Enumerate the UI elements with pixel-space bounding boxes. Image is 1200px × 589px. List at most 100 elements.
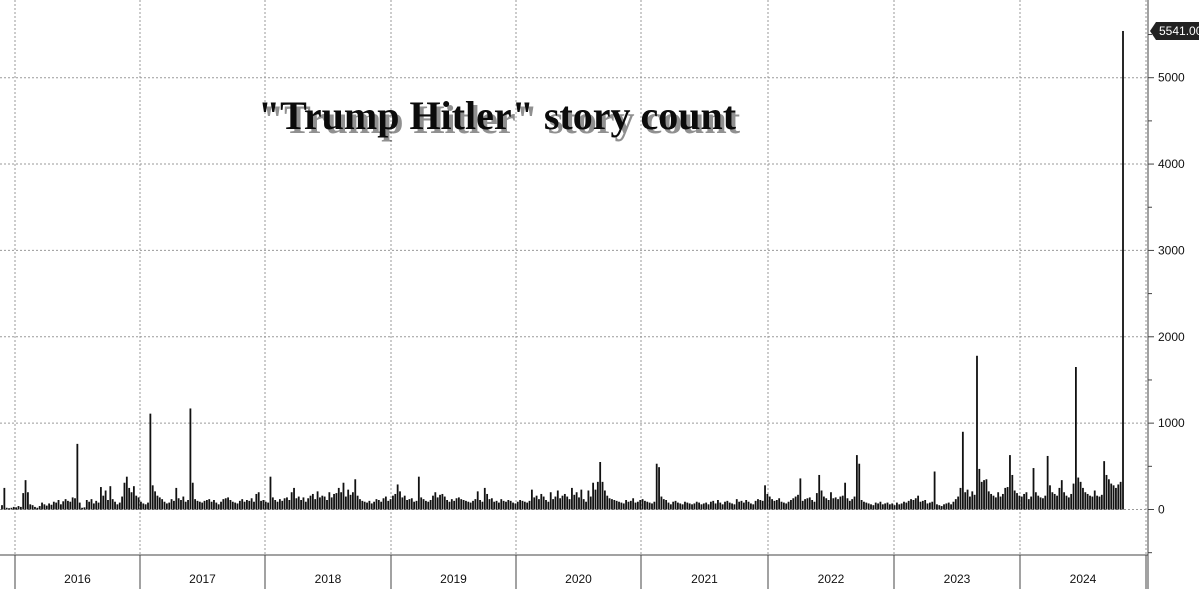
bar <box>919 501 922 510</box>
bar <box>401 497 404 510</box>
bar <box>823 496 825 510</box>
bar <box>775 500 778 510</box>
bar <box>62 501 65 510</box>
last-value-label: 5541.00 <box>1159 24 1200 38</box>
bar <box>912 500 915 510</box>
bar <box>502 500 505 510</box>
bar <box>568 499 571 510</box>
bar <box>1013 490 1016 510</box>
bar <box>556 490 559 510</box>
bar <box>222 499 225 510</box>
bar <box>549 492 552 510</box>
bar <box>220 501 222 510</box>
bar <box>726 500 729 510</box>
bar <box>248 500 251 510</box>
bar <box>589 496 592 510</box>
bar <box>125 476 128 510</box>
bar <box>441 493 444 510</box>
bar <box>905 502 908 510</box>
bar <box>224 498 227 510</box>
bar <box>947 502 950 510</box>
bar <box>457 497 460 510</box>
bar <box>38 506 41 510</box>
bar <box>384 496 387 510</box>
bar <box>964 492 967 510</box>
bar <box>1011 474 1014 510</box>
bar <box>116 504 119 510</box>
bar <box>639 500 642 510</box>
bars-layer <box>1 30 1124 510</box>
bar <box>921 500 924 510</box>
bar <box>667 502 670 510</box>
bar <box>1082 487 1084 510</box>
bar <box>731 503 733 510</box>
bar <box>290 492 293 510</box>
bar <box>12 506 15 510</box>
bar <box>410 498 413 510</box>
bar <box>399 491 401 510</box>
bar <box>22 493 25 510</box>
chart-title: "Trump Hitler" story count <box>258 93 737 138</box>
bar <box>24 480 27 510</box>
bar <box>924 500 927 510</box>
bar <box>495 500 498 510</box>
bar <box>881 504 884 510</box>
bar <box>815 493 818 510</box>
bar <box>990 493 993 510</box>
bar <box>931 501 934 510</box>
bar <box>255 493 258 510</box>
bar <box>302 497 305 510</box>
bar <box>382 498 385 510</box>
bar <box>229 500 232 510</box>
bar <box>1063 492 1066 510</box>
bar <box>839 496 842 510</box>
bar <box>750 503 752 510</box>
bar <box>985 479 988 510</box>
bar <box>966 489 969 510</box>
bar <box>469 502 472 510</box>
bar <box>1058 487 1061 510</box>
bar <box>309 495 312 510</box>
bar <box>745 500 748 510</box>
bar <box>210 501 213 510</box>
bar <box>436 497 439 510</box>
bar <box>540 493 543 510</box>
bar <box>45 505 48 510</box>
x-tick-label: 2023 <box>944 572 971 586</box>
bar <box>208 499 211 510</box>
bar <box>151 485 154 510</box>
bar <box>874 502 877 510</box>
bar <box>738 501 741 510</box>
bar <box>761 500 764 510</box>
bar <box>1107 479 1110 510</box>
bar <box>1072 483 1075 510</box>
bar <box>509 500 512 510</box>
bar <box>304 501 307 510</box>
bar <box>563 493 566 510</box>
bar <box>554 496 557 510</box>
bar <box>961 431 964 510</box>
bar <box>578 497 580 510</box>
bar <box>999 496 1002 510</box>
bar <box>969 496 971 510</box>
bar <box>1042 498 1044 510</box>
bar <box>27 492 29 510</box>
bar <box>1044 495 1047 510</box>
bar <box>818 474 821 510</box>
bar <box>130 492 133 510</box>
bar <box>709 501 712 510</box>
bar <box>213 500 215 510</box>
bar <box>368 500 371 510</box>
bar <box>333 493 335 510</box>
bar <box>17 506 20 510</box>
x-tick-label: 2024 <box>1070 572 1097 586</box>
bar <box>85 500 88 510</box>
bar <box>627 501 630 510</box>
bar <box>128 487 131 510</box>
bar <box>498 502 500 510</box>
bar <box>1110 483 1113 510</box>
bar <box>877 503 879 510</box>
bar <box>241 499 244 510</box>
bar <box>792 498 795 510</box>
